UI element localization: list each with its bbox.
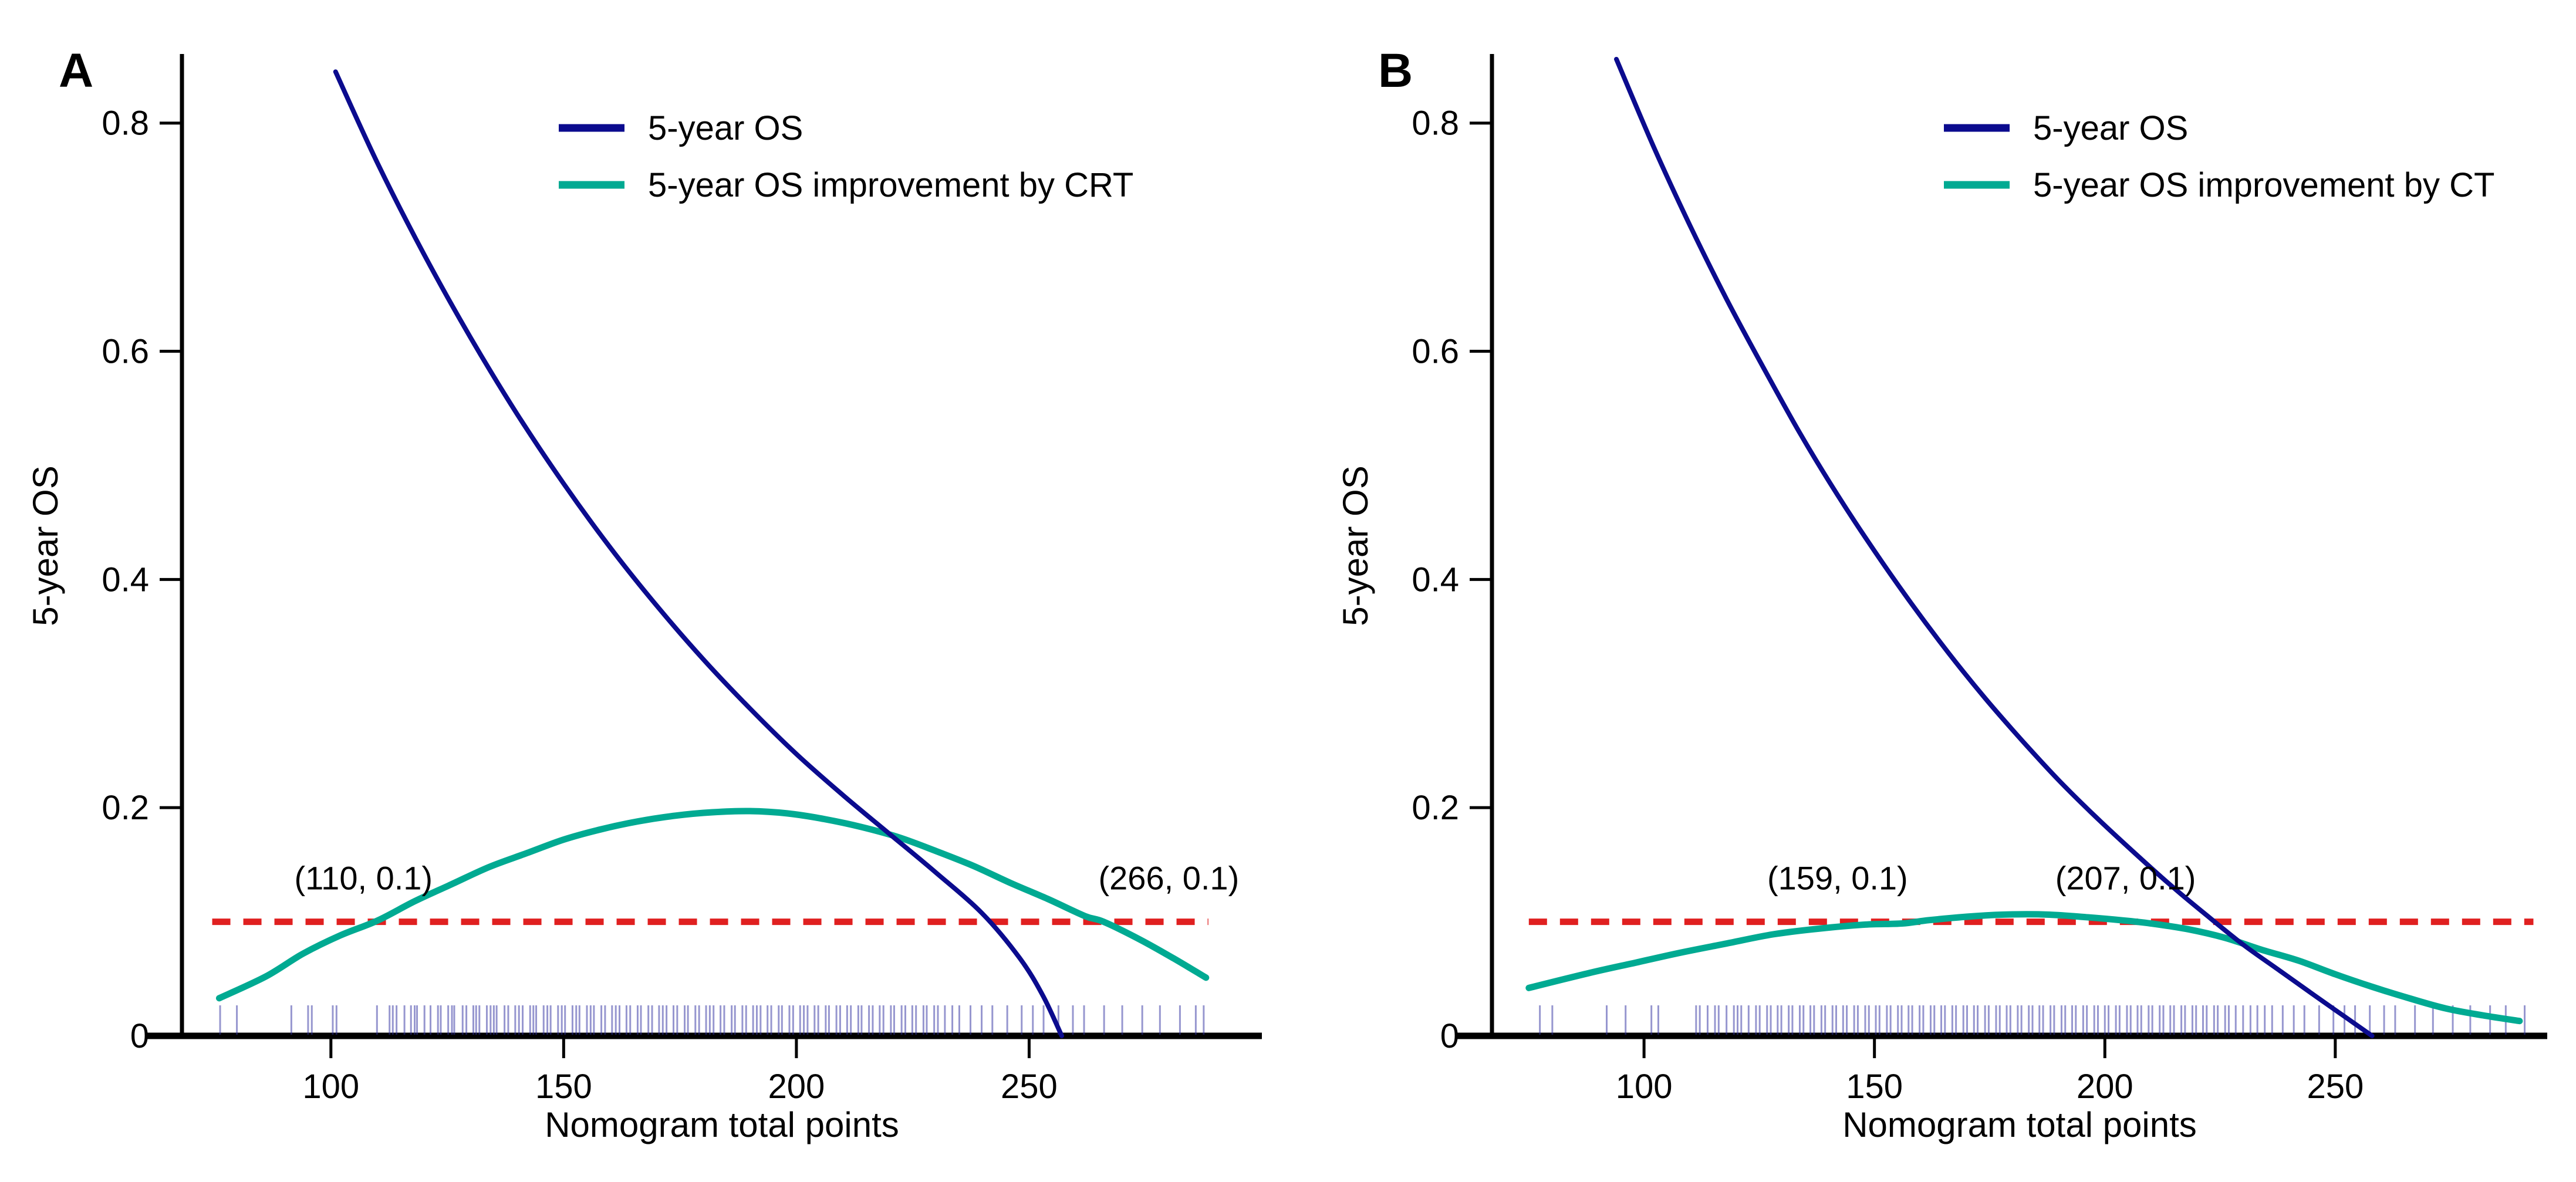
x-tick-label: 200 <box>768 1068 825 1106</box>
annotation-label: (110, 0.1) <box>295 860 433 897</box>
panel-a-os-curve <box>333 69 1064 1038</box>
panel-letter-b: B <box>1378 44 1413 97</box>
y-tick-label: 0.8 <box>1412 104 1459 143</box>
x-tick-label: 250 <box>1001 1068 1058 1106</box>
annotation-label: (266, 0.1) <box>1099 860 1240 897</box>
panel-b-x-axis-title: Nomogram total points <box>1842 1105 2197 1144</box>
y-tick-label: 0.6 <box>102 333 149 371</box>
legend-label: 5-year OS improvement by CT <box>2033 166 2494 204</box>
x-tick-label: 150 <box>1846 1068 1903 1106</box>
x-tick-label: 150 <box>535 1068 592 1106</box>
legend-label: 5-year OS <box>2033 109 2188 147</box>
y-tick-label: 0.4 <box>1412 560 1459 599</box>
legend-label: 5-year OS improvement by CRT <box>648 166 1133 204</box>
panel-a-y-axis-title: 5-year OS <box>26 465 65 626</box>
legend-label: 5-year OS <box>648 109 803 147</box>
x-tick-label: 100 <box>1616 1068 1673 1106</box>
y-tick-label: 0.4 <box>102 560 149 599</box>
y-tick-label: 0.8 <box>102 104 149 143</box>
panel-a-improvement-curve <box>215 808 1210 1002</box>
x-tick-label: 200 <box>2077 1068 2133 1106</box>
x-tick-label: 100 <box>302 1068 359 1106</box>
y-tick-label: 0.2 <box>1412 789 1459 827</box>
panel-letter-a: A <box>59 44 93 97</box>
panel-b-improvement-curve <box>1525 911 2523 1025</box>
panel-b-y-axis-title: 5-year OS <box>1336 465 1375 626</box>
y-tick-label: 0 <box>130 1017 149 1055</box>
annotation-label: (159, 0.1) <box>1767 860 1908 897</box>
y-tick-label: 0.2 <box>102 789 149 827</box>
panel-b-os-curve <box>1613 56 2375 1038</box>
panel-a-x-axis-title: Nomogram total points <box>545 1105 899 1144</box>
x-tick-label: 250 <box>2307 1068 2364 1106</box>
y-tick-label: 0.6 <box>1412 333 1459 371</box>
annotation-label: (207, 0.1) <box>2055 860 2196 897</box>
y-tick-label: 0 <box>1440 1017 1459 1055</box>
